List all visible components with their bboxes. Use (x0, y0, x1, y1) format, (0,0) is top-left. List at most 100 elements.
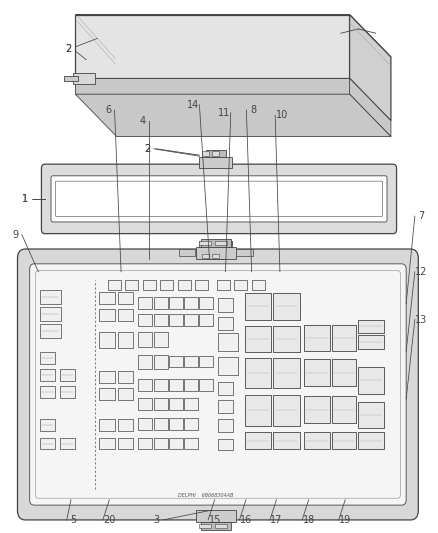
Bar (40, 438, 55, 449)
Bar (60, 369, 75, 381)
Text: 11: 11 (218, 108, 230, 118)
Bar (154, 398, 168, 410)
Bar (118, 419, 133, 431)
Bar (154, 314, 168, 326)
Bar (358, 335, 385, 349)
Bar (108, 280, 121, 290)
Bar (118, 292, 133, 304)
Text: 20: 20 (103, 515, 116, 525)
Text: DELPHI    68068304AB: DELPHI 68068304AB (178, 493, 234, 498)
Bar (60, 386, 75, 398)
Bar (199, 314, 213, 326)
Bar (154, 379, 168, 391)
Text: 2: 2 (66, 44, 72, 54)
Bar (118, 389, 133, 400)
FancyBboxPatch shape (18, 249, 418, 520)
Bar (198, 241, 211, 245)
Bar (154, 418, 168, 430)
Bar (118, 372, 133, 383)
Bar (125, 280, 138, 290)
Polygon shape (75, 14, 391, 57)
Bar (332, 432, 356, 449)
Bar (99, 372, 115, 383)
Text: 2: 2 (144, 144, 150, 154)
Bar (201, 239, 231, 247)
Bar (206, 253, 226, 259)
Text: 15: 15 (208, 515, 221, 525)
Bar (245, 326, 271, 352)
Bar (304, 397, 330, 423)
Bar (138, 297, 152, 309)
Bar (160, 280, 173, 290)
Bar (99, 389, 115, 400)
Bar (252, 280, 265, 290)
Bar (138, 438, 152, 449)
Text: 18: 18 (303, 515, 315, 525)
FancyBboxPatch shape (42, 164, 396, 233)
Bar (217, 280, 230, 290)
Bar (218, 298, 233, 312)
Bar (169, 379, 183, 391)
Text: 12: 12 (415, 267, 427, 277)
Bar (358, 367, 385, 394)
Bar (358, 432, 385, 449)
Bar (195, 280, 208, 290)
Bar (99, 332, 115, 348)
Bar (218, 419, 233, 432)
Bar (196, 511, 236, 522)
Bar (138, 398, 152, 410)
Bar (273, 432, 300, 449)
Bar (234, 280, 247, 290)
Bar (138, 354, 152, 369)
Bar (218, 439, 233, 450)
FancyBboxPatch shape (30, 264, 406, 505)
Bar (184, 418, 198, 430)
Bar (202, 254, 209, 258)
Text: 14: 14 (187, 100, 199, 110)
Bar (179, 249, 195, 256)
Bar (154, 332, 168, 347)
Bar (245, 358, 271, 389)
Bar (273, 326, 300, 352)
Bar (273, 358, 300, 389)
Text: 16: 16 (240, 515, 252, 525)
Bar (143, 280, 156, 290)
Polygon shape (75, 14, 350, 78)
Bar (215, 241, 227, 245)
Bar (332, 397, 356, 423)
Text: 13: 13 (415, 314, 427, 325)
Bar (118, 332, 133, 348)
Text: 2: 2 (66, 44, 72, 54)
Text: 8: 8 (250, 105, 256, 115)
Bar (138, 332, 152, 347)
Bar (99, 309, 115, 320)
Bar (184, 398, 198, 410)
Bar (332, 359, 356, 386)
Bar (40, 369, 55, 381)
Bar (196, 247, 236, 259)
Bar (184, 314, 198, 326)
Bar (218, 333, 238, 351)
Bar (154, 354, 168, 369)
Text: 4: 4 (140, 116, 146, 126)
Bar (169, 297, 183, 309)
Bar (169, 356, 183, 367)
Bar (40, 324, 60, 337)
Bar (99, 292, 115, 304)
Polygon shape (75, 78, 350, 94)
Bar (154, 438, 168, 449)
Bar (40, 290, 60, 304)
Bar (245, 395, 271, 425)
Bar (40, 352, 55, 364)
Bar (184, 356, 198, 367)
Bar (237, 249, 253, 256)
Bar (199, 241, 232, 253)
Bar (198, 524, 211, 528)
Bar (169, 418, 183, 430)
Bar (358, 402, 385, 428)
Text: 1: 1 (22, 193, 28, 204)
Polygon shape (73, 73, 95, 84)
Bar (212, 254, 219, 258)
Bar (201, 522, 231, 530)
Text: 17: 17 (270, 515, 283, 525)
